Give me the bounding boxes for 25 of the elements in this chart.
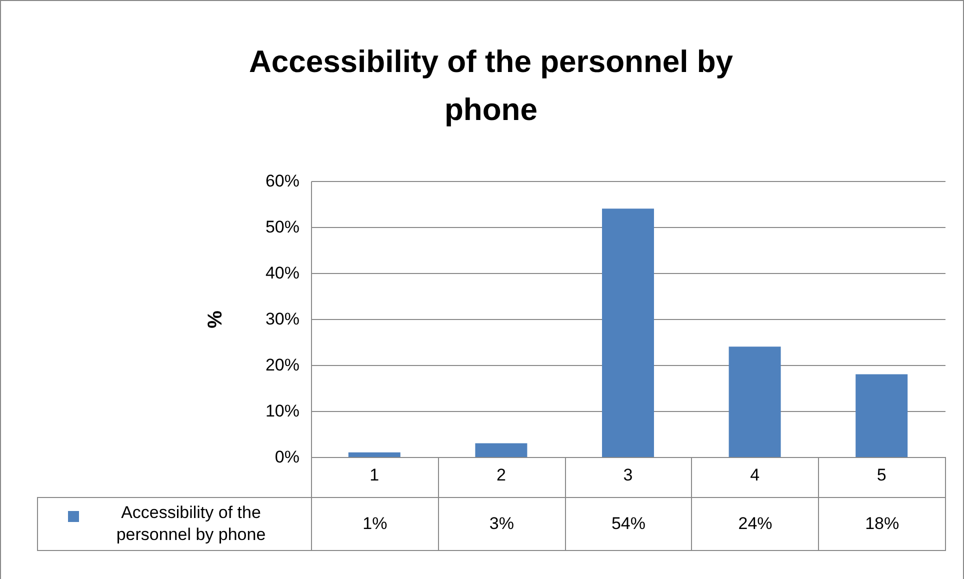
y-tick-label: 0% bbox=[274, 448, 300, 466]
data-label: 3% bbox=[489, 514, 514, 534]
data-label: 18% bbox=[865, 514, 900, 534]
x-tick-label: 1 bbox=[370, 466, 380, 484]
bar bbox=[856, 374, 908, 457]
y-tick-label: 10% bbox=[265, 402, 300, 420]
y-tick-label: 20% bbox=[265, 356, 300, 374]
data-label: 54% bbox=[611, 514, 646, 534]
y-tick-label: 60% bbox=[265, 172, 300, 190]
legend-label: Accessibility of the personnel by phone bbox=[115, 502, 267, 546]
y-tick-label: 40% bbox=[265, 264, 300, 282]
x-tick-label: 3 bbox=[623, 466, 633, 484]
x-tick-label: 5 bbox=[876, 466, 886, 484]
y-tick-label: 30% bbox=[265, 310, 300, 328]
bar bbox=[348, 452, 400, 457]
bar bbox=[602, 208, 654, 457]
data-label: 1% bbox=[362, 514, 388, 534]
data-label: 24% bbox=[738, 514, 772, 534]
bar bbox=[728, 346, 781, 457]
bar bbox=[475, 443, 528, 457]
y-tick-label: 50% bbox=[265, 218, 300, 236]
chart-title: Accessibility of the personnel by phone bbox=[248, 43, 734, 129]
x-tick-label: 4 bbox=[750, 466, 760, 484]
y-axis-title: % bbox=[204, 310, 226, 328]
x-tick-label: 2 bbox=[496, 466, 506, 484]
